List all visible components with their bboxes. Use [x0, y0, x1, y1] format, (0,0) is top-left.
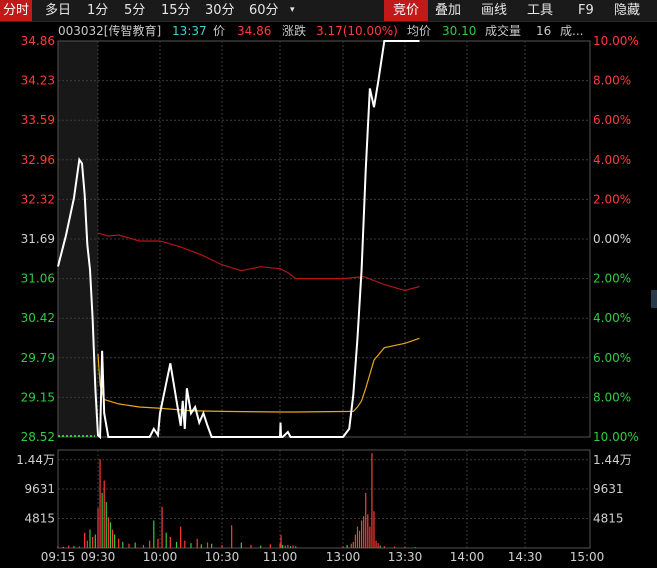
- price-tick-label: 30.42: [21, 311, 55, 325]
- current-time: 13:37: [172, 24, 207, 38]
- toolbar-action-2[interactable]: 画线: [481, 3, 508, 18]
- axis-labels: 34.86 10.00% 34.23 8.00% 33.59 6.00% 32.96 4.00…: [16, 34, 639, 564]
- toolbar-action-0[interactable]: 竞价: [384, 0, 428, 21]
- quote-info-bar: 003032[传智教育] 13:37 价 34.86 涨跌 3.17(10.00…: [0, 22, 590, 40]
- chart-grid: [57, 40, 591, 549]
- volume-panel-border: [57, 449, 591, 549]
- price-label: 价: [213, 24, 226, 38]
- volume-tick-label: 4815: [24, 512, 55, 526]
- volume-bars: [57, 453, 416, 548]
- toolbar-action-4[interactable]: F9: [578, 3, 594, 18]
- pct-tick-label: 2.00%: [593, 192, 631, 206]
- pct-tick-label: 6.00%: [593, 351, 631, 365]
- pct-tick-label: 8.00%: [593, 74, 631, 88]
- price-tick-label: 29.79: [21, 351, 55, 365]
- toolbar-action-1[interactable]: 叠加: [435, 3, 462, 18]
- toolbar-tab-1[interactable]: 多日: [45, 3, 72, 18]
- average-price-line: [97, 337, 420, 413]
- chart-toolbar: 分时 多日 1分 5分 15分 30分 60分 ▾ 竞价 叠加 画线 工具 F9 隐藏: [0, 0, 657, 22]
- toolbar-tab-0[interactable]: 分时: [0, 0, 33, 21]
- price-line: [57, 40, 420, 440]
- volume-tick-label: 9631: [24, 482, 55, 496]
- pct-tick-label: 4.00%: [593, 153, 631, 167]
- price-lines: [57, 40, 420, 440]
- volume-tick-label-right: 1.44万: [593, 453, 632, 467]
- pct-tick-label: 4.00%: [593, 311, 631, 325]
- volume-tick-label-right: 9631: [593, 482, 624, 496]
- toolbar-action-5[interactable]: 隐藏: [614, 3, 641, 18]
- pct-tick-label: 6.00%: [593, 113, 631, 127]
- price-tick-label: 34.23: [21, 74, 55, 88]
- price-tick-label: 29.15: [21, 390, 55, 404]
- pct-tick-label: 8.00%: [593, 390, 631, 404]
- toolbar-tab-3[interactable]: 5分: [124, 3, 146, 18]
- toolbar-tab-6[interactable]: 60分: [249, 3, 279, 18]
- toolbar-tab-5[interactable]: 30分: [205, 3, 235, 18]
- toolbar-tab-4[interactable]: 15分: [161, 3, 191, 18]
- time-tick-label: 14:00: [450, 550, 485, 564]
- stock-name: 003032[传智教育]: [58, 24, 162, 38]
- price-tick-label: 33.59: [21, 113, 55, 127]
- volume-label: 成交量: [485, 24, 522, 38]
- more-info-label: 成...: [560, 24, 584, 38]
- avg-price-label: 均价: [407, 24, 432, 38]
- time-tick-label: 15:00: [570, 550, 605, 564]
- volume-tick-label: 1.44万: [16, 453, 55, 467]
- volume-value: 16: [536, 24, 552, 38]
- time-tick-label: 13:30: [388, 550, 423, 564]
- toolbar-action-3[interactable]: 工具: [527, 3, 554, 18]
- time-tick-label: 09:30: [81, 550, 116, 564]
- change-label: 涨跌: [282, 24, 307, 38]
- pct-tick-label: 10.00%: [593, 34, 639, 48]
- time-tick-label: 14:30: [508, 550, 543, 564]
- time-tick-label: 10:00: [143, 550, 178, 564]
- toolbar-tab-2[interactable]: 1分: [87, 3, 109, 18]
- pct-tick-label: 2.00%: [593, 272, 631, 286]
- change-value: 3.17(10.00%): [316, 24, 398, 38]
- volume-tick-label-right: 4815: [593, 512, 624, 526]
- price-value: 34.86: [237, 24, 272, 38]
- avg-price-value: 30.10: [442, 24, 477, 38]
- price-tick-label: 28.52: [21, 430, 55, 444]
- time-tick-label: 13:00: [326, 550, 361, 564]
- time-tick-label: 10:30: [205, 550, 240, 564]
- right-scroll-handle[interactable]: [651, 290, 657, 308]
- price-tick-label: 32.32: [21, 192, 55, 206]
- price-tick-label: 31.06: [21, 272, 55, 286]
- price-tick-label: 34.86: [21, 34, 55, 48]
- pct-tick-label: 10.00%: [593, 430, 639, 444]
- time-tick-label: 09:15: [41, 550, 76, 564]
- time-tick-label: 11:00: [263, 550, 298, 564]
- pct-tick-label: 0.00%: [593, 232, 631, 246]
- more-periods-chevron-icon[interactable]: ▾: [290, 5, 295, 15]
- red-strength-line: [97, 232, 420, 292]
- price-tick-label: 31.69: [21, 232, 55, 246]
- price-tick-label: 32.96: [21, 153, 55, 167]
